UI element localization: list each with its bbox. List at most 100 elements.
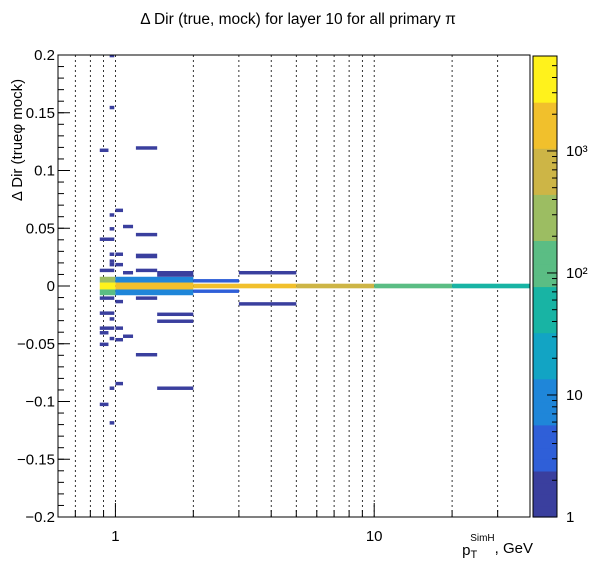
colorbar-step [533,459,557,472]
heatmap-cell [99,296,115,300]
heatmap-cells [99,55,530,425]
colorbar-step [533,367,557,380]
colorbar-step [533,217,557,230]
heatmap-cell [193,289,239,293]
heatmap-cell [135,268,158,273]
heatmap-cell [135,232,158,237]
heatmap-cell [193,279,239,283]
colorbar-step [533,355,557,368]
colorbar-step [533,125,557,138]
heatmap-cell [135,352,158,357]
colorbar-step [533,344,557,357]
colorbar-step [533,240,557,253]
y-tick-label: −0.2 [25,509,55,526]
heatmap-cell [109,386,115,390]
x-axis-label-suffix: , GeV [495,540,533,557]
x-axis-label-sub: T [470,549,477,561]
colorbar-step [533,263,557,276]
colorbar-step [533,79,557,92]
colorbar-step [533,482,557,495]
heatmap-cell [123,270,134,275]
colorbar-step [533,493,557,507]
x-axis-label: pT SimH, GeV [462,533,533,561]
heatmap-cell [157,386,194,390]
colorbar-step [533,413,557,426]
heatmap-cell [123,224,134,229]
colorbar-tick-label: 10 [566,387,583,404]
colorbar-step [533,205,557,218]
chart-title: Δ Dir (true, mock) for layer 10 for all … [140,11,456,28]
heatmap-cell [115,276,194,283]
heatmap-cell [135,296,158,300]
colorbar-step [533,113,557,126]
heatmap-cell [99,342,109,347]
heatmap-cell [99,237,115,241]
heatmap-cell [109,55,115,58]
heatmap-cell [99,402,109,407]
x-tick-label: 1 [111,528,119,545]
colorbar-step [533,309,557,322]
colorbar-step [533,251,557,265]
heatmap-cell [157,319,194,323]
heatmap-cell [115,289,194,296]
heatmap-cell [109,227,115,231]
colorbar-step [533,67,557,80]
colorbar-step [533,390,557,403]
heatmap-cell [238,270,297,275]
heatmap-cell [99,326,115,330]
heatmap-cell [157,312,194,317]
x-axis-label-base: p [462,542,470,559]
colorbar-tick-label: 10³ [566,143,588,160]
y-tick-label: 0.1 [34,163,55,180]
colorbar-step [533,321,557,334]
colorbar-step [533,401,557,414]
heatmap-cell [115,262,124,267]
heatmap-cell [115,326,124,330]
heatmap-cell [123,334,134,338]
colorbar-step [533,56,557,69]
colorbar-step [533,171,557,184]
heatmap-cell [135,253,158,259]
colorbar-step [533,90,557,103]
colorbar-step [533,148,557,161]
colorbar-tick-label: 1 [566,509,574,526]
y-tick-label: 0.05 [26,220,55,237]
heatmap-cell [109,421,115,425]
heatmap-cell [109,213,115,217]
colorbar-step [533,228,557,241]
heatmap-cell [193,283,297,289]
heatmap-cell [115,337,124,342]
colorbar: 1 10 10² 10³ [532,55,588,526]
heatmap-cell [99,331,109,335]
heatmap-cell [99,148,109,153]
heatmap-cell [109,262,115,267]
heatmap-cell [115,208,124,213]
heatmap-cell [99,268,115,273]
colorbar-step [533,182,557,195]
heatmap-cell [296,283,375,289]
heatmap-cell [238,302,297,306]
colorbar-step [533,194,557,207]
y-tick-label: 0 [47,278,55,295]
colorbar-step [533,274,557,288]
colorbar-step [533,378,557,391]
heatmap-cell [109,336,115,341]
colorbar-tick-label: 10² [566,265,588,282]
colorbar-step [533,436,557,449]
colorbar-step [533,159,557,172]
y-axis-label: Δ Dir (trueφ mock) [9,79,26,201]
heatmap-cell [109,252,115,256]
x-axis-label-sup: SimH [470,533,494,544]
colorbar-step [533,424,557,437]
heatmap-cell [99,276,116,283]
colorbar-step [533,447,557,460]
heatmap-cell [452,283,530,289]
heatmap-cell [99,282,116,290]
y-tick-label: 0.2 [34,47,55,64]
colorbar-step [533,286,557,299]
heatmap-cell [115,299,124,304]
colorbar-step [533,136,557,149]
heatmap-cell [115,252,124,256]
heatmap-cell [109,317,115,321]
